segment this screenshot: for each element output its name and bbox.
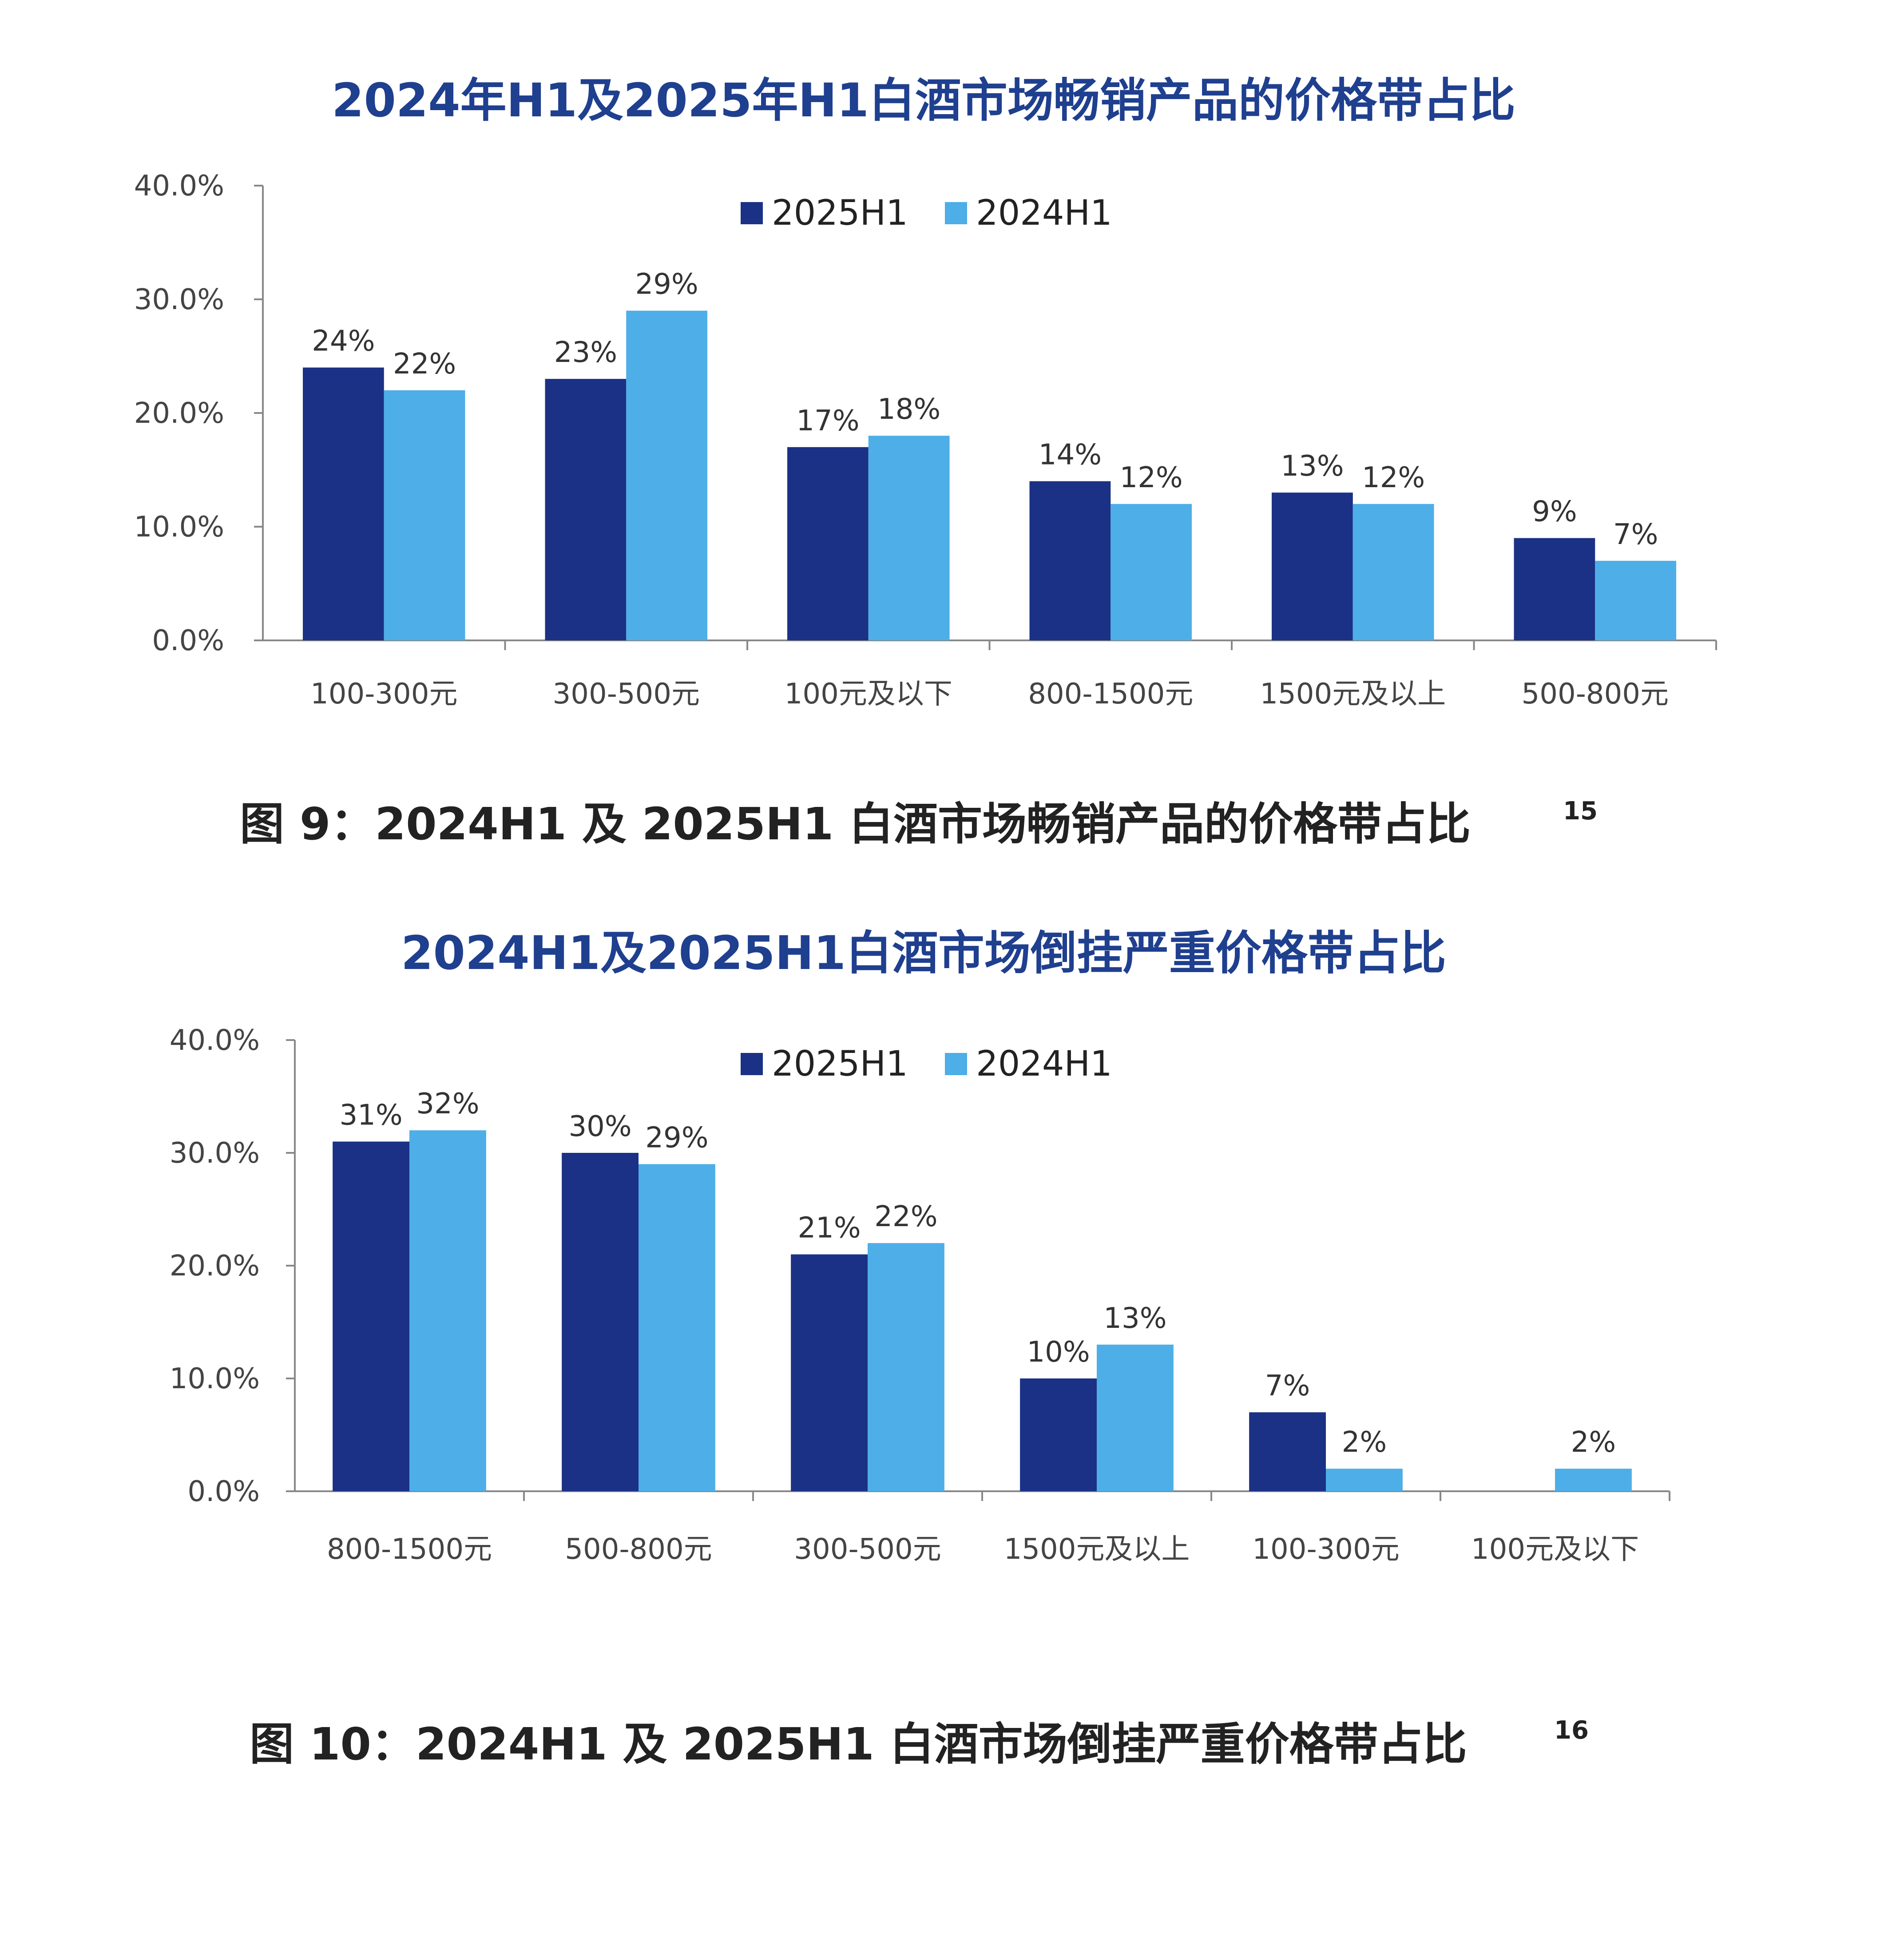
- data-label: 32%: [416, 1088, 479, 1120]
- y-tick-label: 0.0%: [152, 624, 224, 657]
- chart-2-legend: 2025H1 2024H1: [741, 1044, 1112, 1084]
- bar-2025h1: [787, 447, 869, 640]
- bar-2025h1: [1249, 1412, 1326, 1491]
- bar-2024h1: [626, 310, 707, 640]
- chart-2-legend-label-2024: 2024H1: [976, 1044, 1112, 1084]
- bar-2024h1: [1595, 560, 1676, 640]
- data-label: 2%: [1342, 1426, 1387, 1459]
- data-label: 10%: [1027, 1336, 1090, 1369]
- data-label: 22%: [393, 348, 456, 381]
- y-tick-label: 10.0%: [170, 1362, 260, 1395]
- chart-1-legend-swatch-2024: [945, 202, 967, 224]
- bar-2025h1: [1029, 481, 1111, 640]
- chart-1-legend-label-2025: 2025H1: [772, 193, 908, 233]
- data-label: 29%: [645, 1121, 708, 1154]
- bar-2025h1: [562, 1153, 639, 1491]
- y-tick-label: 20.0%: [134, 397, 224, 430]
- x-category-label: 1500元及以上: [1004, 1533, 1190, 1566]
- bar-2024h1: [409, 1130, 486, 1491]
- data-label: 7%: [1613, 518, 1658, 551]
- y-tick-label: 30.0%: [134, 283, 224, 316]
- x-category-label: 100-300元: [1252, 1533, 1399, 1566]
- chart-2-legend-swatch-2024: [945, 1053, 967, 1075]
- chart-1-legend: 2025H1 2024H1: [741, 193, 1112, 233]
- chart-2-title: 2024H1及2025H1白酒市场倒挂严重价格带占比: [401, 926, 1446, 980]
- chart-1-caption-ref: 15: [1563, 797, 1598, 826]
- bar-2024h1: [1097, 1344, 1174, 1491]
- data-label: 9%: [1532, 496, 1577, 528]
- y-tick-label: 10.0%: [134, 511, 224, 544]
- chart-2-legend-label-2025: 2025H1: [772, 1044, 908, 1084]
- chart-2-plot-area: 0.0% 10.0% 20.0% 30.0% 40.0% 800-1500元 31% 32% 5…: [170, 1024, 1670, 1566]
- data-label: 29%: [635, 268, 698, 301]
- bar-2025h1: [1514, 538, 1595, 640]
- data-label: 13%: [1281, 450, 1344, 483]
- bar-2025h1: [791, 1254, 868, 1491]
- bar-2024h1: [1111, 504, 1192, 640]
- y-tick-label: 40.0%: [170, 1024, 260, 1057]
- data-label: 22%: [874, 1200, 937, 1233]
- chart-1-title: 2024年H1及2025年H1白酒市场畅销产品的价格带占比: [332, 73, 1515, 127]
- data-label: 17%: [796, 405, 859, 437]
- x-category-label: 100元及以下: [1471, 1533, 1639, 1566]
- chart-1-legend-label-2024: 2024H1: [976, 193, 1112, 233]
- data-label: 31%: [339, 1099, 402, 1132]
- x-category-label: 800-1500元: [327, 1533, 492, 1566]
- chart-2-legend-swatch-2025: [741, 1053, 763, 1075]
- data-label: 23%: [554, 336, 617, 369]
- data-label: 24%: [312, 325, 375, 358]
- chart-2-caption-ref: 16: [1554, 1716, 1589, 1745]
- x-category-label: 100元及以下: [785, 678, 952, 711]
- chart-2: 2024H1及2025H1白酒市场倒挂严重价格带占比 2025H1 2024H1…: [170, 926, 1670, 1770]
- x-category-label: 300-500元: [794, 1533, 941, 1566]
- chart-1: 2024年H1及2025年H1白酒市场畅销产品的价格带占比 2025H1 202…: [134, 73, 1717, 850]
- data-label: 18%: [877, 393, 940, 426]
- data-label: 21%: [797, 1212, 861, 1245]
- bar-2024h1: [1353, 504, 1434, 640]
- bar-2025h1: [1020, 1378, 1097, 1491]
- y-tick-label: 40.0%: [134, 170, 224, 203]
- y-tick-label: 0.0%: [187, 1475, 260, 1508]
- x-category-label: 800-1500元: [1028, 678, 1193, 711]
- bar-2024h1: [384, 390, 465, 640]
- bar-2024h1: [868, 1243, 944, 1491]
- bar-2025h1: [333, 1141, 409, 1491]
- chart-2-caption: 图 10：2024H1 及 2025H1 白酒市场倒挂严重价格带占比: [250, 1718, 1467, 1770]
- bar-2024h1: [868, 436, 950, 640]
- bar-2025h1: [545, 379, 627, 640]
- data-label: 7%: [1265, 1370, 1310, 1402]
- x-category-label: 500-800元: [565, 1533, 712, 1566]
- bar-2024h1: [1555, 1469, 1632, 1491]
- bar-2025h1: [303, 367, 384, 640]
- data-label: 12%: [1119, 461, 1182, 494]
- chart-1-legend-swatch-2025: [741, 202, 763, 224]
- x-category-label: 500-800元: [1522, 678, 1669, 711]
- chart-1-caption: 图 9：2024H1 及 2025H1 白酒市场畅销产品的价格带占比: [240, 798, 1471, 850]
- bar-2024h1: [639, 1164, 715, 1491]
- x-category-label: 100-300元: [310, 678, 457, 711]
- y-tick-label: 30.0%: [170, 1137, 260, 1170]
- data-label: 14%: [1039, 439, 1102, 472]
- bar-2025h1: [1272, 492, 1353, 640]
- x-category-label: 300-500元: [553, 678, 700, 711]
- data-label: 12%: [1362, 461, 1425, 494]
- chart-1-plot-area: 0.0% 10.0% 20.0% 30.0% 40.0% 100-300元 24% 22% 30…: [134, 170, 1717, 711]
- data-label: 30%: [568, 1110, 631, 1143]
- y-tick-label: 20.0%: [170, 1250, 260, 1283]
- data-label: 13%: [1103, 1302, 1166, 1335]
- bar-2024h1: [1326, 1469, 1403, 1491]
- data-label: 2%: [1571, 1426, 1616, 1459]
- x-category-label: 1500元及以上: [1260, 678, 1446, 711]
